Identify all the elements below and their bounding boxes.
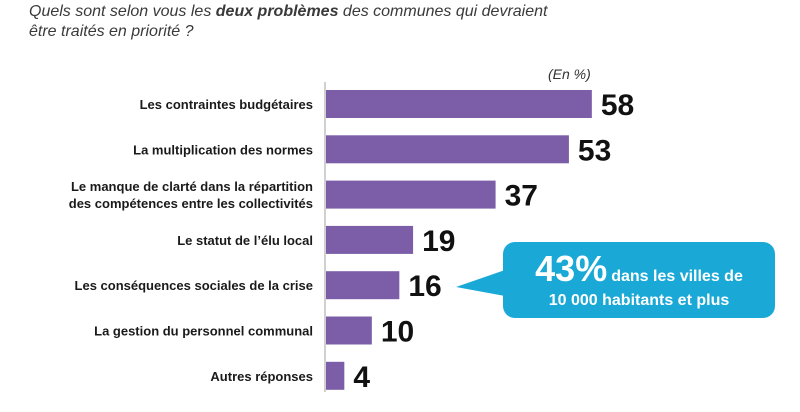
bar-value-label: 37 (505, 180, 538, 213)
category-label: Les conséquences sociales de la crise (75, 278, 313, 293)
question-emphasis: deux problèmes (215, 3, 339, 20)
bar-value-label: 10 (381, 316, 414, 349)
category-label-line: Les conséquences sociales de la crise (75, 278, 313, 293)
category-label-line: des compétences entre les collectivités (69, 196, 313, 211)
category-label: La gestion du personnel communal (94, 324, 313, 339)
callout-text-line1: dans les villes de (611, 268, 743, 285)
bar (326, 225, 414, 254)
category-label: Le manque de clarté dans la répartition d… (69, 179, 313, 211)
highlight-callout: 43% dans les villes de 10 000 habitants e… (503, 242, 775, 318)
bar (326, 361, 345, 390)
bar-value-label: 4 (353, 361, 370, 394)
category-label-line: Le manque de clarté dans la répartition (71, 179, 313, 194)
question-text-line2: être traités en priorité ? (29, 23, 194, 40)
category-label-line: La multiplication des normes (133, 142, 313, 157)
bar-value-label: 16 (408, 270, 441, 303)
bar-value-label: 53 (578, 134, 611, 167)
category-label: Les contraintes budgétaires (140, 97, 313, 112)
chart-question: Quels sont selon vous les deux problèmes… (29, 2, 649, 42)
callout-text-line2: 10 000 habitants et plus (548, 292, 730, 309)
category-label-line: Autres réponses (210, 369, 313, 384)
category-label-line: Les contraintes budgétaires (140, 97, 313, 112)
bar (326, 271, 400, 300)
callout-percent: 43% (535, 248, 608, 289)
bar (326, 180, 496, 209)
bar-value-label: 19 (422, 225, 455, 258)
question-text-start: Quels sont selon vous les (29, 3, 216, 20)
bar (326, 90, 592, 118)
category-label: La multiplication des normes (133, 142, 313, 157)
category-label-line: La gestion du personnel communal (94, 324, 313, 339)
category-label: Autres réponses (210, 369, 313, 384)
bar (326, 316, 372, 345)
bar (326, 135, 569, 164)
question-text-end: des communes qui devraient (338, 3, 548, 20)
unit-label: (En %) (548, 66, 591, 82)
bar-value-label: 58 (601, 89, 634, 122)
callout-pointer (456, 270, 505, 296)
category-label-line: Le statut de l’élu local (177, 233, 313, 248)
category-label: Le statut de l’élu local (177, 233, 313, 248)
